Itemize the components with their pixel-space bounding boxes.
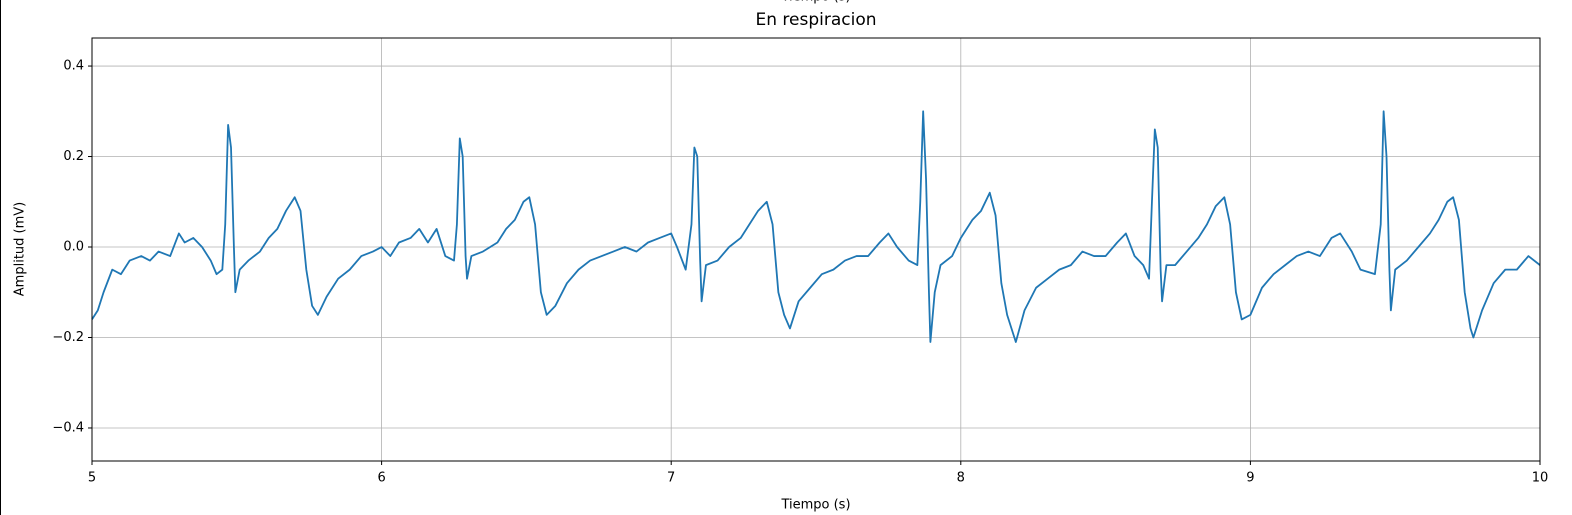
x-tick-label: 10 [1532, 471, 1549, 486]
plot-frame [91, 37, 1541, 462]
x-tick-label: 5 [88, 471, 96, 486]
x-axis-label: Tiempo (s) [780, 498, 850, 513]
y-tick-label: −0.4 [52, 420, 84, 435]
x-tick-label: 9 [1246, 471, 1254, 486]
y-tick-label: 0.4 [63, 59, 84, 74]
x-tick-label: 7 [667, 471, 675, 486]
y-tick-label: 0.0 [63, 240, 84, 255]
clipped-label: Tiempo (s) [780, 0, 850, 5]
y-axis-label: Amplitud (mV) [13, 202, 28, 296]
x-tick-label: 6 [377, 471, 385, 486]
x-tick-label: 8 [957, 471, 965, 486]
y-tick-label: −0.2 [52, 330, 84, 345]
data-line [91, 110, 1541, 343]
chart-title: En respiracion [755, 10, 876, 30]
y-tick-label: 0.2 [63, 149, 84, 164]
